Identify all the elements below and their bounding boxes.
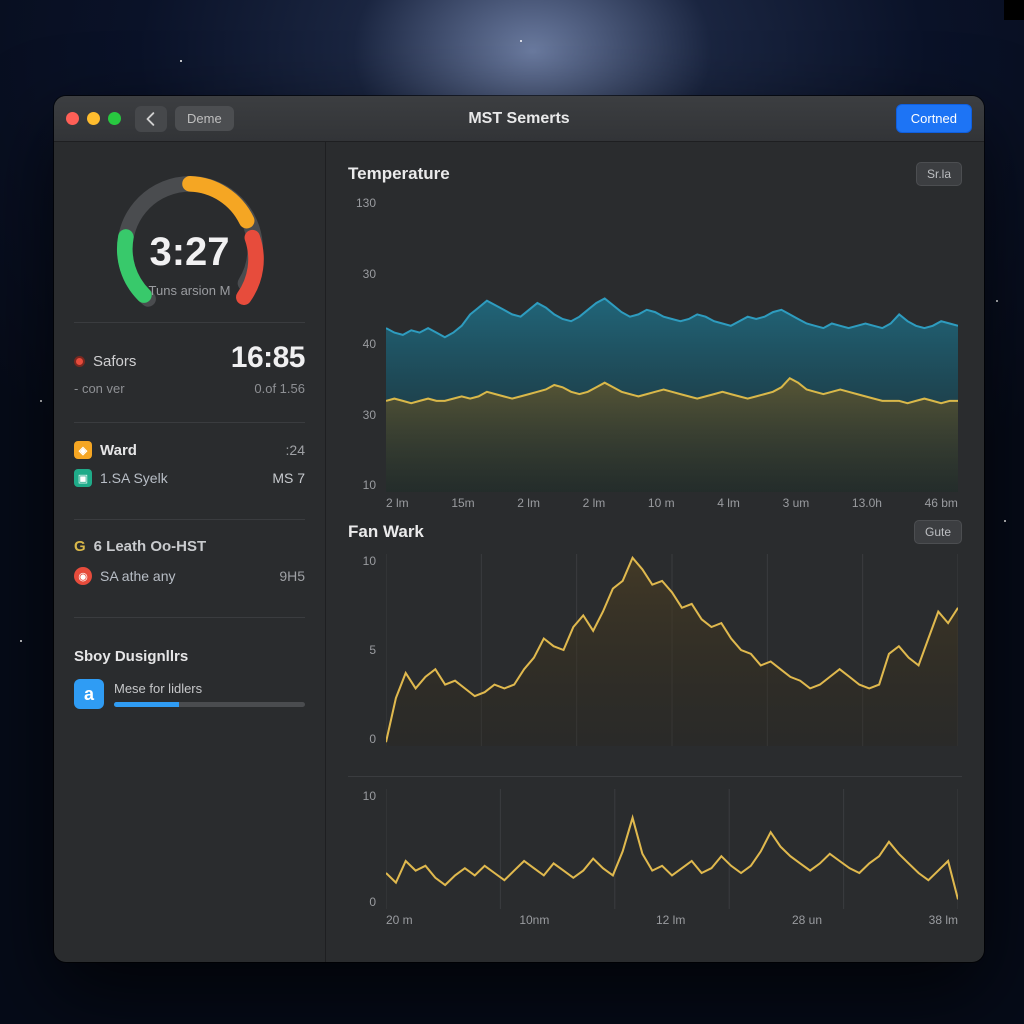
nav-back-forward bbox=[135, 106, 167, 132]
panel-divider bbox=[348, 776, 962, 777]
titlebar: Deme MST Semerts Cortned bbox=[54, 96, 984, 142]
section-title: 6 Leath Oo-HST bbox=[94, 538, 207, 555]
app-name: Mese for lidlers bbox=[114, 681, 305, 696]
apps-section-title: Sboy Dusignllrs bbox=[74, 648, 305, 665]
y-axis: 13030403010 bbox=[348, 196, 382, 492]
app-row[interactable]: a Mese for lidlers bbox=[74, 679, 305, 709]
close-button[interactable] bbox=[66, 112, 79, 125]
gauge-value: 3:27 bbox=[149, 230, 229, 275]
breadcrumb-pill[interactable]: Deme bbox=[175, 106, 234, 131]
y-axis: 1050 bbox=[348, 554, 382, 746]
stat-value: 16:85 bbox=[231, 341, 305, 375]
chart-title-temperature: Temperature bbox=[348, 164, 450, 184]
sidebar-divider bbox=[74, 617, 305, 618]
row-value: MS 7 bbox=[272, 470, 305, 486]
row-value: :24 bbox=[286, 442, 305, 458]
status-dot-icon bbox=[74, 356, 85, 367]
menubar-corner bbox=[1004, 0, 1024, 20]
shield-icon: ◉ bbox=[74, 567, 92, 585]
sidebar: 3:27 Tuns arsion M Safors 16:85 - con ve… bbox=[54, 142, 326, 962]
stat-safors[interactable]: Safors 16:85 bbox=[74, 341, 305, 375]
temperature-chart: 13030403010 2 lm15m2 lm2 lm10 m4 lm3 um1… bbox=[348, 196, 962, 514]
nav-back-button[interactable] bbox=[135, 106, 167, 132]
minimize-button[interactable] bbox=[87, 112, 100, 125]
chart-chip-fan[interactable]: Gute bbox=[914, 520, 962, 544]
chart-title-fan: Fan Wark bbox=[348, 522, 424, 542]
mini-chart: 100 20 m10nm12 lm28 un38 lm bbox=[348, 789, 962, 931]
gauge-widget: 3:27 Tuns arsion M bbox=[74, 164, 305, 298]
x-axis: 2 lm15m2 lm2 lm10 m4 lm3 um13.0h46 bm bbox=[386, 496, 958, 514]
stat-sub-left: - con ver bbox=[74, 381, 125, 396]
row-value: 9H5 bbox=[279, 568, 305, 584]
main-panel: Temperature Sr.la 13030403010 2 lm15m2 l… bbox=[326, 142, 984, 962]
sidebar-row-ward[interactable]: ◈ Ward :24 bbox=[74, 441, 305, 459]
y-axis: 100 bbox=[348, 789, 382, 909]
sidebar-divider bbox=[74, 422, 305, 423]
moon-icon: G bbox=[74, 538, 86, 555]
app-window: Deme MST Semerts Cortned 3:27 Tuns arsio… bbox=[54, 96, 984, 962]
fan-chart: 1050 bbox=[348, 554, 962, 768]
zoom-button[interactable] bbox=[108, 112, 121, 125]
chip-icon: ▣ bbox=[74, 469, 92, 487]
row-label: SA athe any bbox=[100, 568, 176, 584]
app-progress bbox=[114, 702, 305, 707]
sidebar-row-sa[interactable]: ◉ SA athe any 9H5 bbox=[74, 567, 305, 585]
primary-action-button[interactable]: Cortned bbox=[896, 104, 972, 133]
app-icon: a bbox=[74, 679, 104, 709]
row-label: Ward bbox=[100, 442, 137, 459]
sidebar-divider bbox=[74, 322, 305, 323]
gauge-sublabel: Tuns arsion M bbox=[149, 283, 231, 298]
traffic-lights bbox=[66, 112, 121, 125]
x-axis: 20 m10nm12 lm28 un38 lm bbox=[386, 913, 958, 931]
cube-icon: ◈ bbox=[74, 441, 92, 459]
stat-sub-right: 0.of 1.56 bbox=[254, 381, 305, 396]
sidebar-divider bbox=[74, 519, 305, 520]
row-label: 1.SA Syelk bbox=[100, 470, 168, 486]
chart-chip-temperature[interactable]: Sr.la bbox=[916, 162, 962, 186]
sidebar-row-syelk[interactable]: ▣ 1.SA Syelk MS 7 bbox=[74, 469, 305, 487]
stat-label: Safors bbox=[93, 353, 136, 370]
x-axis bbox=[386, 750, 958, 768]
